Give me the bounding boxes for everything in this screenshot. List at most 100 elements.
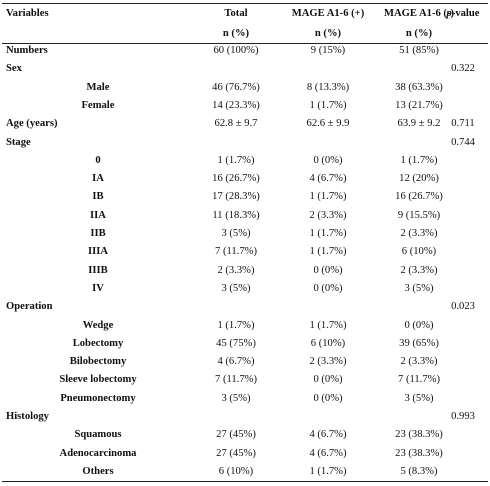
cell-total: 7 (11.7%)	[215, 246, 257, 258]
cell-mage-positive: 2 (3.3%)	[309, 209, 347, 221]
cell-mage-positive: 9 (15%)	[310, 45, 346, 56]
cell-total: 14 (23.3%)	[212, 99, 260, 111]
cell-mage-negative: 12 (20%)	[399, 173, 439, 185]
cell-mage-positive: 1 (1.7%)	[309, 246, 347, 258]
cell-mage-negative: 38 (63.3%)	[395, 81, 443, 93]
cell-mage-positive: 2 (3.3%)	[309, 356, 347, 368]
cell-total: 1 (1.7%)	[217, 154, 255, 166]
cell-mage-negative: 7 (11.7%)	[398, 374, 440, 386]
row-label: Stage	[6, 136, 31, 148]
row-label: Wedge	[82, 319, 114, 331]
row-label: IIIA	[87, 246, 109, 258]
header-mage-negative: MAGE A1-6 (-)	[383, 8, 455, 19]
cell-total: 27 (45%)	[216, 447, 256, 459]
row-label: Histology	[6, 411, 49, 422]
row-label: Sleeve lobectomy	[59, 374, 137, 386]
row-label: 0	[95, 154, 101, 166]
top-rule	[2, 3, 488, 5]
row-label: Female	[81, 99, 115, 111]
row-label: Operation	[6, 301, 53, 313]
cell-mage-negative: 1 (1.7%)	[400, 154, 438, 166]
cell-mage-positive: 1 (1.7%)	[309, 465, 347, 477]
cell-total: 2 (3.3%)	[217, 264, 255, 276]
cell-mage-positive: 1 (1.7%)	[309, 191, 347, 203]
cell-mage-positive: 0 (0%)	[313, 374, 343, 386]
row-label: Bilobectomy	[69, 356, 127, 368]
cell-p-value: 0.744	[451, 136, 475, 148]
cell-mage-negative: 9 (15.5%)	[397, 209, 441, 221]
cell-p-value: 0.993	[451, 411, 475, 422]
cell-total: 3 (5%)	[221, 282, 251, 294]
cell-total: 17 (28.3%)	[212, 191, 260, 203]
unit-total: n (%)	[222, 28, 250, 39]
cell-total: 16 (26.7%)	[212, 173, 260, 185]
cell-p-value: 0.322	[451, 63, 475, 75]
cell-mage-negative: 0 (0%)	[404, 319, 434, 331]
cell-total: 3 (5%)	[221, 228, 251, 239]
row-label: Adenocarcinoma	[59, 447, 137, 459]
row-label: IIA	[90, 209, 106, 221]
cell-mage-positive: 8 (13.3%)	[306, 81, 350, 93]
cell-mage-positive: 1 (1.7%)	[309, 228, 347, 239]
cell-total: 4 (6.7%)	[217, 356, 255, 368]
row-label: IV	[92, 282, 104, 294]
cell-total: 11 (18.3%)	[212, 209, 260, 221]
header-p-letter: p	[446, 8, 452, 19]
cell-mage-negative: 16 (26.7%)	[395, 191, 443, 203]
row-label: IA	[92, 173, 104, 185]
header-total: Total	[224, 8, 248, 19]
cell-total: 3 (5%)	[221, 392, 251, 404]
header-variables: Variables	[6, 8, 49, 19]
cell-total: 45 (75%)	[216, 337, 256, 349]
cell-mage-negative: 39 (65%)	[399, 337, 439, 349]
cell-mage-positive: 0 (0%)	[313, 392, 343, 404]
cell-mage-negative: 23 (38.3%)	[395, 447, 443, 459]
unit-mage-negative: n (%)	[405, 28, 433, 39]
bottom-rule	[2, 481, 488, 483]
header-mage-positive: MAGE A1-6 (+)	[291, 8, 365, 19]
header-p-value: p-value	[436, 8, 490, 19]
cell-total: 62.8 ± 9.7	[214, 118, 258, 130]
row-label: IIB	[90, 228, 106, 239]
unit-mage-positive: n (%)	[314, 28, 342, 39]
cell-mage-negative: 2 (3.3%)	[400, 356, 438, 368]
cell-mage-positive: 0 (0%)	[313, 282, 343, 294]
cell-total: 7 (11.7%)	[215, 374, 257, 386]
cell-total: 6 (10%)	[218, 465, 254, 477]
cell-mage-positive: 1 (1.7%)	[309, 99, 347, 111]
row-label: Age (years)	[6, 118, 58, 130]
cell-mage-negative: 23 (38.3%)	[395, 429, 443, 441]
row-label: Lobectomy	[72, 337, 124, 349]
cell-p-value: 0.711	[451, 118, 475, 130]
cell-mage-positive: 1 (1.7%)	[309, 319, 347, 331]
cell-mage-negative: 63.9 ± 9.2	[397, 118, 441, 130]
row-label: Male	[86, 81, 110, 93]
row-label: Others	[82, 465, 114, 477]
header-rule	[2, 43, 488, 44]
header-p-suffix: -value	[451, 8, 480, 19]
row-label: Sex	[6, 63, 22, 75]
cell-total: 1 (1.7%)	[217, 319, 255, 331]
cell-mage-negative: 3 (5%)	[404, 392, 434, 404]
row-label: Numbers	[6, 45, 48, 56]
cell-mage-negative: 13 (21.7%)	[395, 99, 443, 111]
cell-mage-positive: 62.6 ± 9.9	[306, 118, 350, 130]
cell-p-value: 0.023	[451, 301, 475, 313]
cell-mage-positive: 4 (6.7%)	[309, 447, 347, 459]
row-label: IIIB	[88, 264, 108, 276]
cell-mage-negative: 3 (5%)	[404, 282, 434, 294]
cell-mage-negative: 2 (3.3%)	[400, 264, 438, 276]
cell-total: 46 (76.7%)	[212, 81, 260, 93]
cell-mage-positive: 0 (0%)	[313, 154, 343, 166]
cell-mage-negative: 51 (85%)	[399, 45, 439, 56]
cell-mage-positive: 4 (6.7%)	[309, 429, 347, 441]
cell-mage-positive: 4 (6.7%)	[309, 173, 347, 185]
row-label: Squamous	[74, 429, 122, 441]
cell-mage-positive: 6 (10%)	[310, 337, 346, 349]
row-label: Pneumonectomy	[60, 392, 136, 404]
cell-total: 60 (100%)	[213, 45, 259, 56]
cell-mage-positive: 0 (0%)	[313, 264, 343, 276]
row-label: IB	[92, 191, 104, 203]
cell-mage-negative: 5 (8.3%)	[400, 465, 438, 477]
